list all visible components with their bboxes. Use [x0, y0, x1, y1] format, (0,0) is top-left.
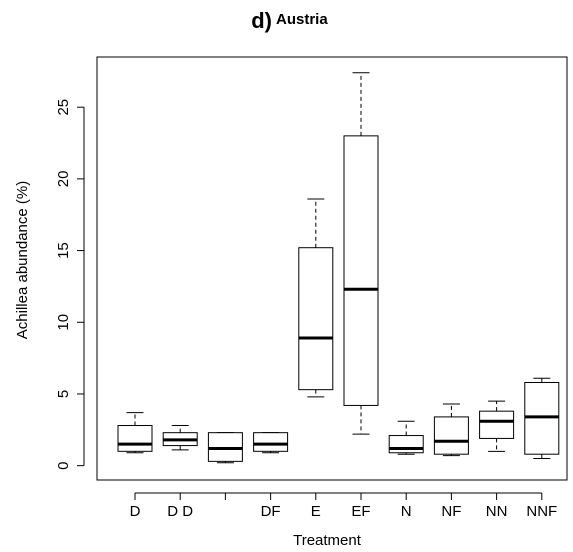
chart-title-prefix: d)	[251, 8, 272, 33]
x-tick-label: N	[401, 503, 412, 520]
y-tick-label: 20	[55, 171, 72, 188]
y-axis-label: Achillea abundance (%)	[14, 181, 31, 339]
x-tick-label: NNF	[526, 503, 557, 520]
y-tick-label: 5	[55, 390, 72, 398]
x-tick-label: DF	[261, 503, 281, 520]
y-tick-label: 10	[55, 314, 72, 331]
box-2	[162, 425, 198, 451]
iqr-box	[343, 135, 379, 406]
iqr-box	[253, 432, 289, 452]
x-axis-label: Treatment	[293, 532, 362, 549]
box-1	[117, 412, 153, 454]
box-3	[207, 432, 243, 464]
x-tick-label: EF	[351, 503, 370, 520]
x-tick-label: NN	[486, 503, 508, 520]
box-4	[253, 432, 289, 454]
iqr-box	[117, 425, 153, 452]
plot-frame	[96, 56, 568, 481]
y-tick-label: 15	[55, 242, 72, 259]
x-tick-label: NF	[441, 503, 461, 520]
iqr-box	[388, 435, 424, 454]
iqr-box	[433, 416, 469, 455]
box-9	[479, 400, 515, 452]
box-series	[117, 72, 560, 464]
chart-title: Austria	[276, 11, 328, 28]
y-axis: 0 5 10 15 20 25	[55, 99, 85, 470]
iqr-box	[298, 247, 334, 391]
iqr-box	[479, 410, 515, 439]
box-8	[433, 403, 469, 457]
box-7	[388, 420, 424, 455]
x-tick-label: D D	[167, 503, 193, 520]
x-tick-label: E	[311, 503, 321, 520]
box-5	[298, 198, 334, 398]
y-tick-label: 25	[55, 99, 72, 116]
x-tick-label: D	[130, 503, 141, 520]
box-6	[343, 72, 379, 435]
y-tick-label: 0	[55, 461, 72, 469]
box-10	[524, 377, 560, 459]
